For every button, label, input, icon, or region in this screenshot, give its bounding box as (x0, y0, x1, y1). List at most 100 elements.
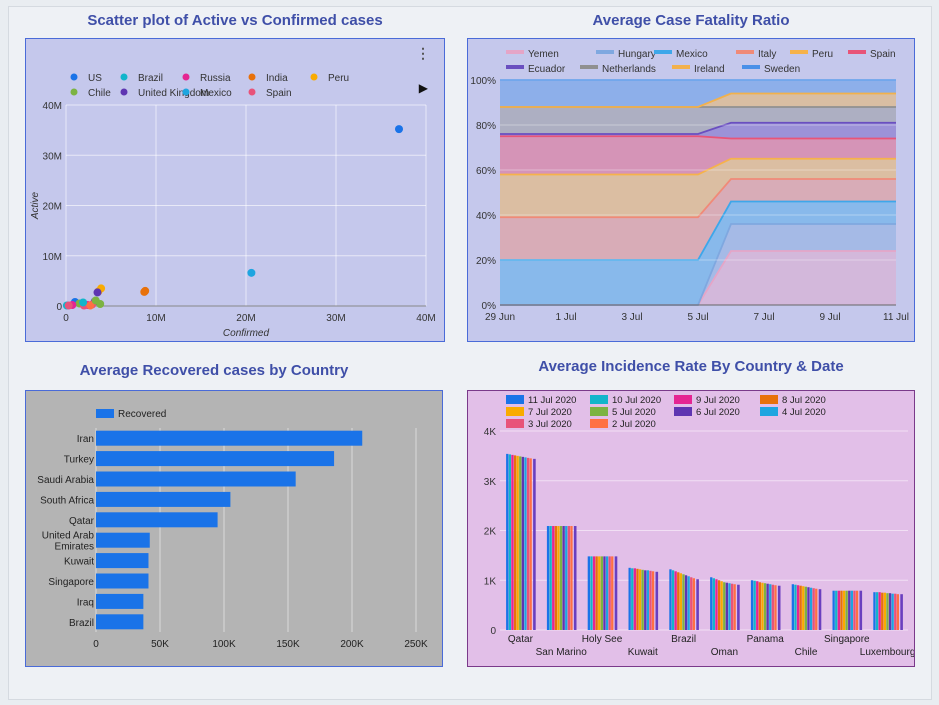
y-tick-label: Singapore (48, 577, 94, 588)
bar (886, 593, 889, 630)
legend-label: 5 Jul 2020 (612, 407, 656, 418)
bar (559, 526, 563, 630)
legend-swatch (736, 50, 754, 54)
bar (733, 584, 736, 630)
area-fill (500, 251, 896, 305)
legend-swatch (506, 65, 524, 69)
bar (684, 575, 688, 630)
y-tick-label: United Arab (42, 531, 95, 542)
bar (573, 526, 577, 630)
x-tick-label: 40M (416, 313, 435, 324)
legend-swatch (654, 50, 672, 54)
x-tick-label: Qatar (508, 634, 534, 645)
y-tick-label: 10M (43, 252, 62, 263)
bar (638, 569, 642, 630)
scatter-point (395, 125, 403, 134)
vbar-chart: 0 1K 2K 3K 4K 11 Jul 2020 10 Jul 2020 9 Jul 202… (484, 395, 914, 658)
bar (600, 556, 603, 630)
series-line (500, 157, 896, 176)
legend-label: United Kingdom (138, 88, 209, 99)
bar (587, 556, 590, 630)
scatter-point (247, 268, 256, 277)
legend-label: Netherlands (602, 64, 656, 75)
x-tick-label: 7 Jul (753, 312, 774, 323)
y-tick-label: 2K (484, 527, 497, 538)
bar (546, 526, 550, 630)
legend-label: Mexico (676, 49, 708, 60)
y-tick-label: 60% (476, 166, 496, 177)
area-fill (500, 224, 896, 305)
legend-label: 4 Jul 2020 (782, 407, 826, 418)
bar (818, 589, 822, 630)
series-line (500, 92, 896, 108)
legend-swatch (506, 395, 524, 404)
bar (655, 571, 659, 630)
bar (842, 590, 846, 630)
bar (715, 579, 718, 630)
legend-label: Hungary (618, 49, 656, 60)
hbar-chart: 0 50K 100K 150K 200K 250K Recovered Iran Turkey S… (37, 409, 428, 650)
y-tick-label: Brazil (69, 618, 94, 629)
bar (753, 580, 756, 630)
bar (873, 592, 876, 630)
legend-label: Recovered (118, 409, 166, 420)
x-tick-label: 5 Jul (687, 312, 708, 323)
legend-swatch (790, 50, 808, 54)
legend-label: Peru (328, 73, 349, 84)
legend-label: Sweden (764, 64, 800, 75)
bar (815, 588, 818, 630)
x-tick-label: 29 Jun (485, 312, 515, 323)
legend-swatch (590, 407, 608, 416)
play-arrow-icon[interactable]: ▶ (418, 81, 428, 95)
y-tick-label: Kuwait (64, 557, 94, 568)
bar (717, 580, 721, 630)
bar (96, 573, 149, 589)
legend-label: 2 Jul 2020 (612, 419, 656, 430)
bar (855, 590, 859, 630)
area-fill (500, 136, 896, 175)
bar (636, 568, 639, 630)
legend-swatch (96, 409, 114, 418)
x-tick-label: Oman (711, 647, 738, 658)
scatter-chart: 0 10M 20M 30M 40M 0 10M 20M 30M 40M Confirmed Activ… (30, 73, 436, 339)
y-tick-label: 80% (476, 121, 496, 132)
area-fill (500, 158, 896, 218)
legend-marker (248, 88, 256, 96)
bar (845, 590, 848, 630)
bar (682, 574, 685, 630)
bar (519, 456, 522, 630)
x-tick-label: 0 (63, 313, 69, 324)
bar (875, 592, 879, 630)
bar (896, 594, 899, 630)
more-vert-icon[interactable]: ⋮ (416, 45, 430, 61)
bar (631, 568, 634, 630)
bar (894, 593, 897, 630)
legend-label: Italy (758, 49, 776, 60)
legend-label: 11 Jul 2020 (528, 395, 576, 406)
bar (712, 578, 715, 630)
bar (552, 526, 555, 630)
bar (511, 454, 514, 630)
bar (614, 556, 618, 630)
bar (725, 582, 728, 630)
bar (687, 576, 690, 630)
y-tick-label: Iraq (77, 597, 94, 608)
legend-label: Brazil (138, 73, 163, 84)
x-tick-label: 100K (212, 639, 236, 650)
legend-swatch (848, 50, 866, 54)
x-tick-label: Singapore (824, 634, 870, 645)
bar (692, 578, 695, 630)
bar (891, 593, 894, 630)
legend-swatch (596, 50, 614, 54)
bar (508, 454, 511, 630)
bar (96, 593, 144, 609)
bar (641, 569, 644, 630)
x-tick-label: 30M (326, 313, 345, 324)
bar (840, 590, 843, 630)
bar (750, 580, 754, 630)
bar (506, 453, 509, 630)
vbar-chart-title: Average Incidence Rate By Country & Date (538, 358, 844, 375)
bar (96, 491, 231, 507)
bar (730, 583, 734, 630)
area-chart: Yemen Hungary Mexico Italy Peru Spain Ecuador N… (470, 49, 909, 323)
